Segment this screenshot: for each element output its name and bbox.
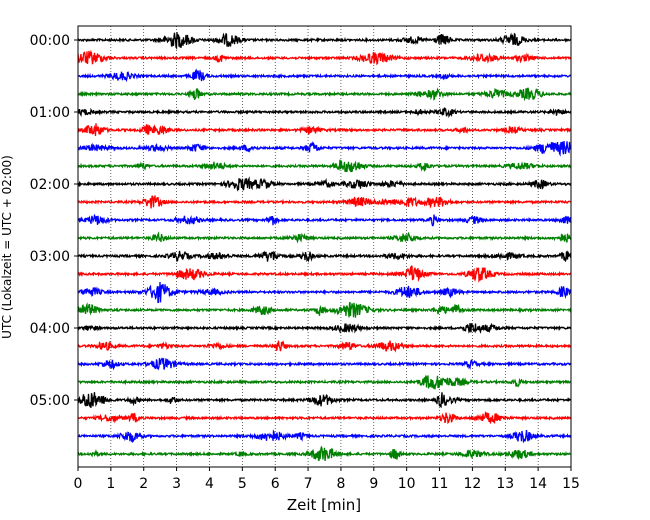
x-tick-label-15: 15 [562,476,580,492]
trace-05:45 [77,445,572,462]
trace-01:30 [77,141,572,157]
trace-01:00 [77,107,572,119]
x-tick-label-12: 12 [463,476,481,492]
trace-04:15 [77,340,572,353]
x-tick-label-14: 14 [529,476,547,492]
y-tick-label-03:00: 03:00 [30,249,70,265]
trace-01:15 [77,123,572,136]
trace-00:30 [77,68,572,83]
x-axis-ticks: 0 1 2 3 4 5 6 7 8 9 10 11 12 13 14 15 [74,467,580,492]
y-axis-ticks: 00:00 01:00 02:00 03:00 04:00 05:00 [30,33,78,409]
x-tick-label-4: 4 [205,476,214,492]
trace-04:00 [77,322,572,334]
trace-04:30 [77,357,572,371]
x-tick-label-8: 8 [336,476,345,492]
y-axis-title: UTC (Lokalzeit = UTC + 02:00) [0,155,14,339]
trace-00:15 [77,49,572,66]
y-tick-label-01:00: 01:00 [30,105,70,121]
y-tick-label-02:00: 02:00 [30,177,70,193]
trace-02:30 [77,213,572,227]
trace-02:45 [77,231,572,244]
trace-05:30 [77,429,572,444]
trace-04:45 [77,375,572,390]
trace-02:15 [77,195,572,210]
x-tick-label-2: 2 [139,476,148,492]
plot-frame [77,25,572,468]
trace-00:45 [77,87,572,102]
x-tick-label-7: 7 [304,476,313,492]
x-tick-label-5: 5 [238,476,247,492]
x-tick-label-3: 3 [172,476,181,492]
trace-03:45 [77,301,572,318]
trace-00:00 [77,32,572,50]
trace-group [77,32,572,462]
trace-03:30 [77,281,572,304]
x-tick-label-10: 10 [398,476,416,492]
x-tick-label-13: 13 [496,476,514,492]
y-tick-label-04:00: 04:00 [30,321,70,337]
x-tick-label-11: 11 [431,476,449,492]
x-tick-label-0: 0 [74,476,83,492]
trace-01:45 [77,159,572,173]
trace-05:15 [77,411,572,425]
trace-02:00 [77,176,572,192]
trace-05:00 [77,392,572,409]
trace-03:00 [77,250,572,263]
x-tick-label-9: 9 [369,476,378,492]
x-tick-label-6: 6 [271,476,280,492]
y-tick-label-05:00: 05:00 [30,393,70,409]
x-tick-label-1: 1 [106,476,115,492]
x-axis-title: Zeit [min] [287,496,361,514]
trace-03:15 [77,264,572,283]
y-tick-label-00:00: 00:00 [30,33,70,49]
